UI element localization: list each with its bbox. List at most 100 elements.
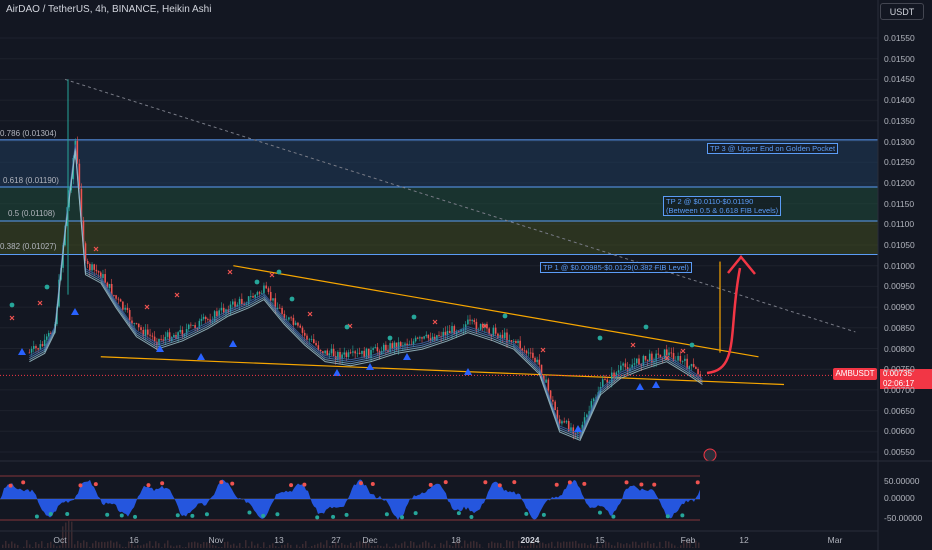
volume-bar [659,541,661,548]
candle-body [414,337,417,342]
candle-body [337,351,339,360]
candle-body [606,379,609,383]
volume-bar [602,544,604,548]
candle-body [263,285,265,294]
candle-body [471,320,473,321]
candle-body [620,365,622,371]
candle-body [30,348,33,353]
volume-bar [353,545,355,548]
volume-bar [281,545,283,548]
candle-body [322,351,324,354]
candle-body [440,336,442,337]
volume-bar [41,541,43,548]
candle-body [638,358,640,365]
bearish-signal-x [630,342,636,348]
candle-body [328,353,331,356]
candle-body [265,285,268,289]
osc-signal-dot [146,483,151,488]
candle-body [547,379,550,391]
candle-body [475,321,478,331]
bearish-signal-x [9,315,15,321]
volume-bar [86,541,88,548]
bullish-signal-triangle [229,340,237,347]
candle-body [229,304,232,312]
candle-body [427,334,430,339]
volume-bar [32,547,34,548]
volume-bar [491,541,493,548]
candle-body [610,372,613,383]
volume-bar [557,541,559,548]
signal-dot [44,284,50,290]
candle-body [525,350,528,354]
candle-body [142,329,145,337]
osc-signal-dot [289,483,294,488]
currency-button[interactable]: USDT [880,3,924,20]
bullish-signal-triangle [636,383,644,390]
candle-body [345,352,348,357]
volume-bar [113,542,115,548]
volume-bar [593,545,595,548]
candle-body [617,370,620,373]
candle-body [404,343,406,346]
candle-body [624,363,627,368]
time-tick-label: 16 [129,535,139,545]
osc-signal-dot [21,480,26,485]
candle-body [486,324,488,329]
bullish-signal-triangle [403,353,411,360]
volume-bar [470,541,472,548]
osc-signal-dot [8,483,13,488]
candle-body [252,296,254,298]
candle-body [523,350,526,352]
candle-body [126,307,129,311]
tp2-line1: TP 2 @ $0.0110-$0.01190 [666,197,754,206]
volume-bar [434,544,436,548]
volume-bar [5,540,7,548]
candle-body [113,295,115,296]
osc-signal-dot [204,512,209,517]
candle-body [202,316,205,319]
signal-dot [597,335,603,341]
candle-body [490,334,493,336]
candle-body [408,344,411,346]
volume-bar [698,542,700,548]
symbol-title[interactable]: AirDAO / TetherUS, 4h, BINANCE, Heikin A… [6,4,212,15]
candle-body [677,356,679,361]
osc-signal-dot [358,481,363,486]
candle-body [216,311,218,317]
volume-bar [536,545,538,548]
candle-body [106,282,109,288]
osc-signal-dot [275,512,280,517]
volume-bar [116,541,118,548]
candle-body [151,335,154,337]
candle-body [185,329,188,335]
osc-signal-dot [469,514,474,519]
time-tick-label: 15 [595,535,605,545]
candle-body [299,325,302,328]
volume-bar [251,541,253,548]
volume-bar [317,543,319,548]
oscillator-tick-label: -50.00000 [884,513,923,523]
candle-body [501,334,504,339]
candle-body [473,320,476,322]
candle-body [238,298,241,305]
candle-body [592,398,595,402]
fib-label-0786: 0.786 (0.01304) [0,129,57,138]
ma-ribbon-2 [29,148,703,439]
ma-ribbon-1 [29,146,703,437]
candle-body [521,348,524,351]
volume-bar [266,547,268,548]
price-tick-label: 0.00550 [884,447,915,457]
volume-bar [440,542,442,548]
candle-body [469,319,471,321]
volume-bar [161,547,163,548]
volume-bar [305,541,307,548]
candle-body [119,299,122,302]
volume-bar [326,540,328,548]
osc-signal-dot [695,480,700,485]
candle-body [370,349,372,359]
volume-bar [278,547,280,548]
candle-body [372,348,374,350]
volume-bar [605,541,607,548]
volume-bar [503,546,505,548]
